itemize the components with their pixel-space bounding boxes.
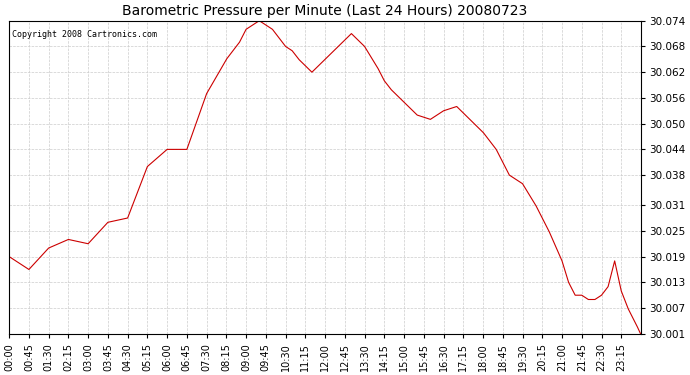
Text: Copyright 2008 Cartronics.com: Copyright 2008 Cartronics.com [12,30,157,39]
Title: Barometric Pressure per Minute (Last 24 Hours) 20080723: Barometric Pressure per Minute (Last 24 … [122,4,527,18]
